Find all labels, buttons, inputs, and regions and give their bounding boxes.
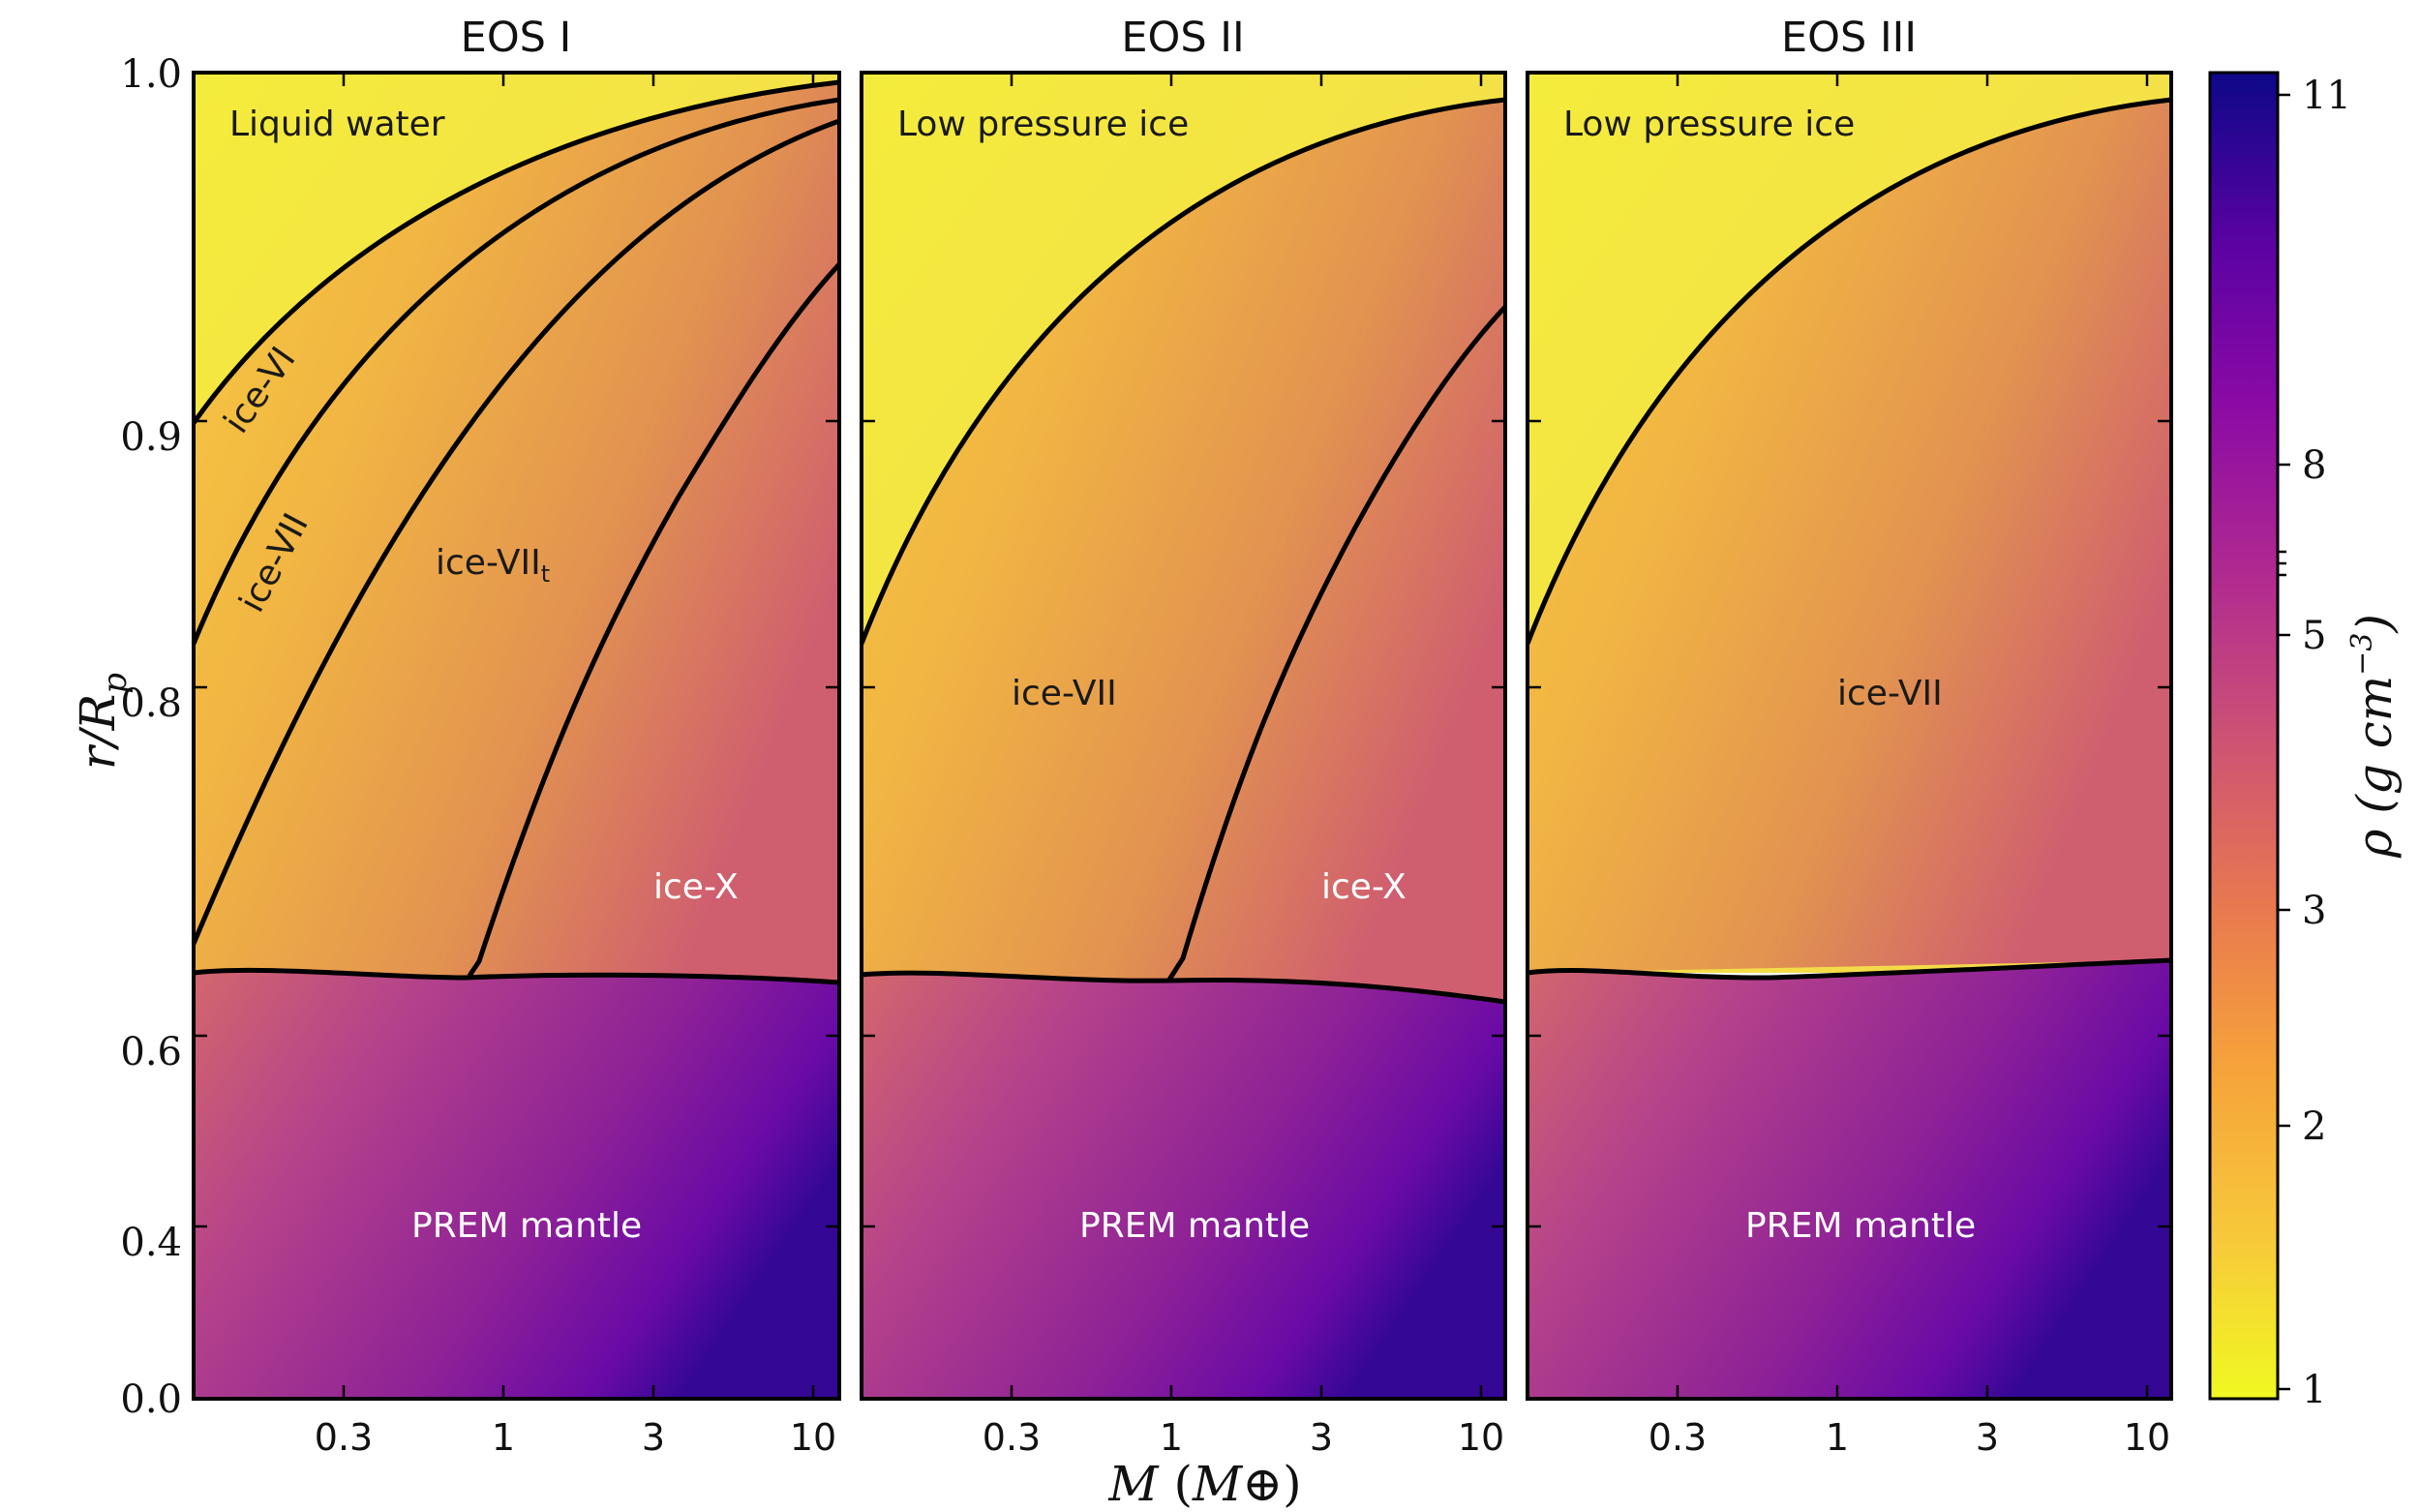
x-tick-label: 1 [1160, 1416, 1183, 1459]
x-axis-label-main: M [1107, 1456, 1160, 1512]
label-prem-mantle: PREM mantle [411, 1206, 642, 1246]
panel-frame [1526, 71, 2173, 1401]
x-tick-label: 1 [492, 1416, 515, 1459]
panel-title: EOS III [1781, 14, 1917, 62]
boundary-liquid-ice-vi [191, 79, 840, 425]
y-tick-label: 0.0 [120, 1377, 182, 1422]
tick-marks [862, 73, 1505, 1399]
boundary-lowp-ice-vii [859, 97, 1506, 645]
y-tick-label: 0.4 [120, 1221, 182, 1265]
boundary-mantle [193, 967, 840, 985]
label-ice-vii: ice-VII [1012, 674, 1117, 713]
y-tick-label: 0.8 [120, 681, 182, 726]
x-tick-label: 3 [1310, 1416, 1333, 1459]
x-tick-label: 10 [2124, 1416, 2170, 1459]
x-tick-label: 10 [1458, 1416, 1504, 1459]
colorbar-tick-label: 5 [2302, 614, 2326, 658]
label-ice-x: ice-X [1321, 867, 1407, 907]
label-ice-viit-sub: t [541, 560, 550, 588]
region-mantle [862, 973, 1505, 1399]
y-tick-label: 0.6 [120, 1030, 182, 1074]
colorbar-tick-label: 11 [2302, 74, 2351, 118]
boundary-ice-vi-ice-vii [191, 97, 840, 645]
label-ice-x: ice-X [653, 867, 739, 907]
tick-marks [194, 73, 839, 1399]
boundary-ice-vii-ice-viit [191, 118, 840, 945]
boundary-mantle [861, 970, 1506, 1005]
y-axis-label-sub: p [96, 673, 135, 694]
x-tick-label: 3 [1976, 1416, 1999, 1459]
colorbar-tick-label: 8 [2302, 443, 2326, 488]
colorbar-tick-label: 1 [2302, 1368, 2326, 1412]
label-low-pressure-ice: Low pressure ice [897, 105, 1189, 144]
region-ice [1528, 100, 2171, 973]
colorbar-label: ρ (g cm−3) [2345, 614, 2403, 859]
x-tick-label: 10 [790, 1416, 836, 1459]
x-axis-label-open-paren: ( [1159, 1456, 1193, 1512]
region-mantle [1528, 960, 2171, 1399]
panel-frame [860, 71, 1507, 1401]
label-prem-mantle: PREM mantle [1079, 1206, 1310, 1246]
y-tick-label: 0.9 [120, 415, 182, 460]
y-tick-label: 1.0 [120, 52, 182, 97]
colorbar-label-close: ) [2346, 614, 2403, 634]
label-ice-viit-main: ice-VII [436, 543, 541, 583]
x-axis-label-close-paren: ) [1283, 1456, 1302, 1512]
panel-eos-2: EOS II Low pressure ice ice-VII ice-X PR… [859, 14, 1507, 1401]
boundary-mantle [1527, 957, 2172, 981]
panel-title: EOS II [1121, 14, 1244, 62]
x-tick-label: 0.3 [1649, 1416, 1707, 1459]
label-prem-mantle: PREM mantle [1745, 1206, 1976, 1246]
colorbar-ticks [2278, 93, 2290, 1391]
panel-frame [192, 71, 841, 1401]
x-tick-label: 0.3 [983, 1416, 1041, 1459]
y-axis-label: r/Rp [70, 673, 135, 770]
panel-eos-1: EOS I Liquid water ice-VI ice-VII ice-VI… [191, 14, 841, 1401]
x-axis-label-unit: M⊕ [1192, 1456, 1283, 1512]
colorbar-tick-label: 2 [2302, 1104, 2326, 1149]
region-mantle [194, 970, 839, 1399]
label-ice-vii: ice-VII [1837, 674, 1943, 713]
x-tick-labels: 0.3 1 3 10 0.3 1 3 10 0.3 1 3 10 [315, 1416, 2170, 1459]
label-ice-viit: ice-VIIt [436, 543, 550, 588]
x-axis-label: M (M⊕) [1107, 1456, 1301, 1512]
y-axis-label-main: r/R [70, 694, 126, 770]
tick-marks [1528, 73, 2171, 1399]
panel-eos-3: EOS III Low pressure ice ice-VII PREM ma… [1525, 14, 2173, 1401]
region-ice [862, 100, 1505, 1002]
x-tick-label: 0.3 [315, 1416, 373, 1459]
colorbar-label-exp: −3 [2345, 633, 2379, 676]
region-ice [194, 82, 839, 983]
boundary-ice-viit-ice-x [467, 262, 841, 978]
y-tick-labels: 1.0 0.9 0.8 0.6 0.4 0.0 [120, 52, 182, 1422]
label-liquid-water: Liquid water [229, 105, 445, 144]
x-tick-label: 1 [1826, 1416, 1849, 1459]
boundary-ice-vii-ice-x [1166, 305, 1507, 982]
colorbar-label-main: ρ (g cm [2346, 676, 2403, 859]
boundary-lowp-ice-vii [1525, 97, 2172, 645]
x-tick-label: 3 [642, 1416, 665, 1459]
colorbar-gradient [2208, 71, 2280, 1401]
panel-title: EOS I [461, 14, 572, 62]
colorbar: 1 2 3 5 8 11 ρ (g cm−3) [2208, 71, 2403, 1412]
colorbar-tick-label: 3 [2302, 889, 2326, 933]
label-low-pressure-ice: Low pressure ice [1563, 105, 1855, 144]
